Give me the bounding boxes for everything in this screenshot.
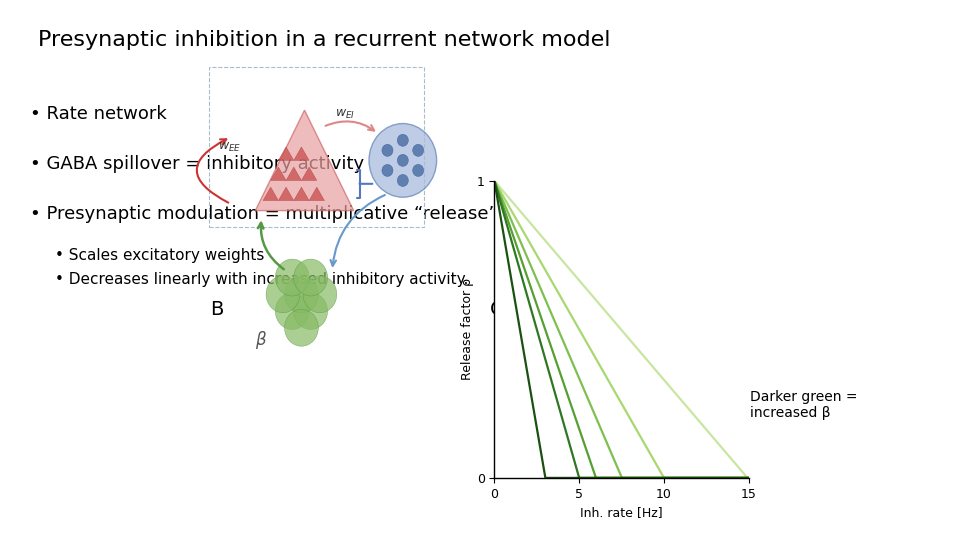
Circle shape <box>369 124 437 197</box>
Text: • Decreases linearly with increased inhibitory activity.: • Decreases linearly with increased inhi… <box>55 272 468 287</box>
Circle shape <box>294 293 327 329</box>
Polygon shape <box>294 147 309 160</box>
Circle shape <box>303 276 337 313</box>
Bar <box>209 66 424 227</box>
Text: B: B <box>210 300 224 319</box>
Circle shape <box>276 293 309 329</box>
Polygon shape <box>301 167 317 180</box>
X-axis label: Inh. rate [Hz]: Inh. rate [Hz] <box>580 506 663 519</box>
Polygon shape <box>263 187 278 200</box>
Circle shape <box>413 164 423 177</box>
Circle shape <box>397 134 408 146</box>
Circle shape <box>382 144 393 157</box>
Text: Darker green =
increased β: Darker green = increased β <box>750 390 857 420</box>
Circle shape <box>284 276 319 313</box>
Text: $w_{EE}$: $w_{EE}$ <box>219 141 242 154</box>
Polygon shape <box>286 167 301 180</box>
Text: • Scales excitatory weights: • Scales excitatory weights <box>55 248 264 263</box>
Text: • GABA spillover = inhibitory activity: • GABA spillover = inhibitory activity <box>30 155 364 173</box>
Circle shape <box>266 276 300 313</box>
Circle shape <box>294 259 327 296</box>
Polygon shape <box>271 167 286 180</box>
Polygon shape <box>309 187 324 200</box>
Circle shape <box>397 174 408 186</box>
Text: Presynaptic inhibition in a recurrent network model: Presynaptic inhibition in a recurrent ne… <box>38 30 611 50</box>
Text: • Presynaptic modulation = multiplicative “release” factor: • Presynaptic modulation = multiplicativ… <box>30 205 557 223</box>
Text: • Rate network: • Rate network <box>30 105 167 123</box>
Circle shape <box>284 309 319 346</box>
Y-axis label: Release factor ρ: Release factor ρ <box>461 279 474 380</box>
Circle shape <box>276 259 309 296</box>
Text: $w_{EI}$: $w_{EI}$ <box>335 108 355 121</box>
Polygon shape <box>255 110 353 211</box>
Circle shape <box>413 144 423 157</box>
Polygon shape <box>278 187 294 200</box>
Polygon shape <box>294 187 309 200</box>
Text: $\beta$: $\beta$ <box>255 328 268 350</box>
Text: C: C <box>490 300 504 319</box>
Polygon shape <box>278 147 294 160</box>
Circle shape <box>397 154 408 166</box>
Circle shape <box>382 164 393 177</box>
